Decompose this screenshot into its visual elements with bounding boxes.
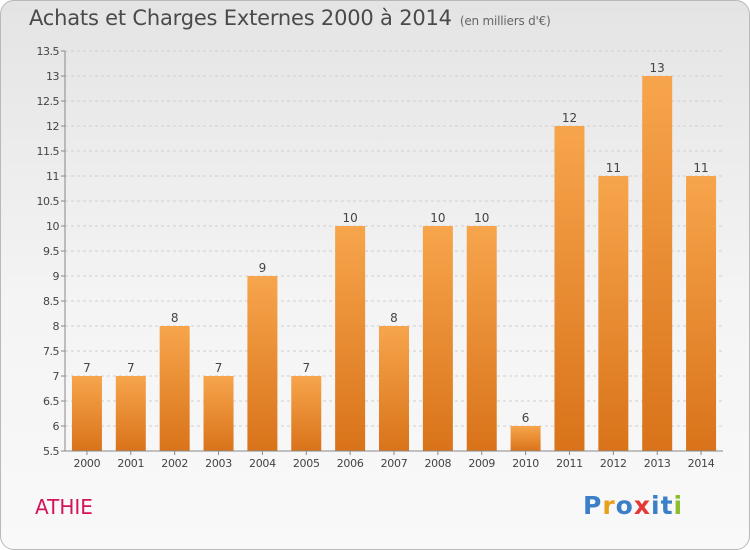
bar [466, 226, 497, 451]
x-tick-label: 2007 [381, 457, 408, 470]
y-tick-label: 7.5 [43, 345, 59, 358]
bar [510, 426, 541, 451]
bar [642, 76, 673, 451]
x-tick-label: 2011 [556, 457, 583, 470]
chart-subtitle: (en milliers d'€) [459, 14, 551, 28]
y-tick-label: 12 [46, 120, 59, 133]
y-tick-label: 5.5 [43, 445, 59, 458]
bar-value-label: 10 [474, 211, 489, 225]
y-tick-label: 9 [53, 270, 60, 283]
bar [247, 276, 278, 451]
bar-value-label: 7 [83, 361, 91, 375]
y-tick-label: 10 [46, 220, 59, 233]
y-tick-label: 9.5 [43, 245, 59, 258]
bar [686, 176, 717, 451]
bar-value-label: 12 [562, 111, 577, 125]
x-tick-label: 2005 [293, 457, 320, 470]
bar-value-label: 11 [606, 161, 621, 175]
y-tick-label: 6.5 [43, 395, 59, 408]
x-tick-label: 2001 [117, 457, 144, 470]
bar-value-label: 9 [259, 261, 267, 275]
y-tick-label: 12.5 [37, 95, 60, 108]
bar [203, 376, 234, 451]
logo-letter: r [602, 491, 616, 520]
bar [159, 326, 190, 451]
logo-letter: o [615, 491, 634, 520]
x-tick-label: 2014 [688, 457, 715, 470]
x-tick-label: 2008 [424, 457, 451, 470]
y-tick-label: 11 [46, 170, 59, 183]
logo-letter: i [651, 491, 661, 520]
bar [71, 376, 102, 451]
chart-title: Achats et Charges Externes 2000 à 2014 (e… [29, 6, 551, 30]
x-tick-label: 2013 [644, 457, 671, 470]
bar-value-label: 7 [215, 361, 223, 375]
bar-value-label: 6 [522, 411, 530, 425]
bar [554, 126, 585, 451]
y-tick-label: 8 [53, 320, 60, 333]
bar-value-label: 10 [430, 211, 445, 225]
y-tick-label: 13.5 [37, 45, 60, 58]
bar-value-label: 8 [171, 311, 179, 325]
x-tick-label: 2004 [249, 457, 276, 470]
y-tick-label: 10.5 [37, 195, 60, 208]
bar [598, 176, 629, 451]
proxiti-logo: Proxiti [583, 491, 683, 520]
logo-letter: i [673, 491, 684, 520]
x-tick-label: 2009 [468, 457, 495, 470]
x-axis: 2000 2001 2002 2003 2004 2005 2006 2007 2008 2009… [65, 450, 723, 470]
bar [379, 326, 409, 451]
bar [291, 376, 322, 451]
bar [115, 376, 146, 451]
commune-name: ATHIE [35, 495, 93, 519]
x-tick-label: 2012 [600, 457, 627, 470]
bar-value-label: 7 [302, 361, 310, 375]
logo-letter: x [633, 491, 651, 520]
bars: 7 7 8 7 9 7 10 8 10 10 6 12 11 13 11 [71, 61, 717, 451]
x-tick-label: 2000 [74, 457, 101, 470]
bar [422, 226, 453, 451]
bar-value-label: 8 [390, 311, 398, 325]
bar-value-label: 13 [650, 61, 665, 75]
chart-title-text: Achats et Charges Externes 2000 à 2014 [29, 6, 452, 30]
y-tick-label: 7 [53, 370, 60, 383]
y-tick-label: 11.5 [37, 145, 60, 158]
x-tick-label: 2002 [161, 457, 188, 470]
y-tick-label: 8.5 [43, 295, 59, 308]
x-tick-label: 2010 [512, 457, 539, 470]
bar-value-label: 7 [127, 361, 135, 375]
y-tick-label: 6 [53, 420, 60, 433]
bar-value-label: 10 [342, 211, 357, 225]
x-tick-label: 2003 [205, 457, 232, 470]
x-tick-label: 2006 [337, 457, 364, 470]
y-tick-label: 13 [46, 70, 59, 83]
logo-letter: t [660, 491, 674, 520]
bar-value-label: 11 [693, 161, 708, 175]
y-axis: 5.5 6 6.5 7 7.5 8 8.5 9 9.5 10 10.5 11 11.5 12 12.5 13 1… [37, 45, 66, 458]
bar [335, 226, 366, 451]
logo-letter: P [583, 491, 603, 520]
